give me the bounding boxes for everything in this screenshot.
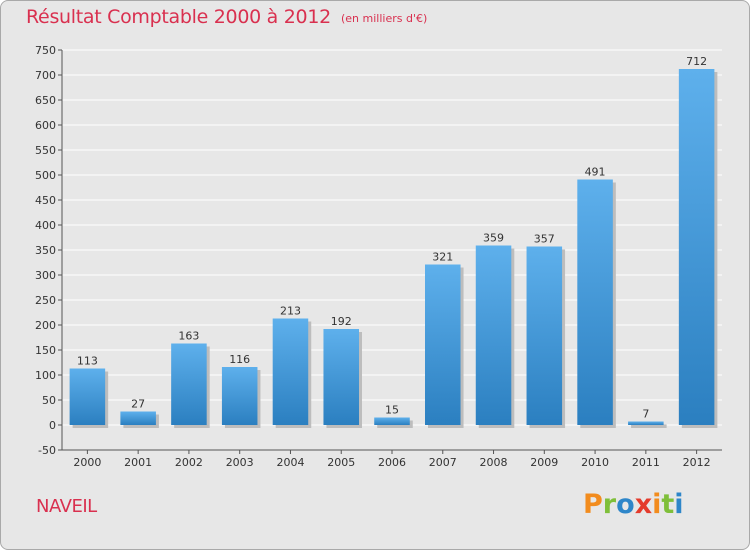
bar [171,343,207,425]
x-tick-label: 2004 [276,456,304,469]
x-tick-label: 2009 [530,456,558,469]
y-tick-label: 550 [35,144,56,157]
data-label: 192 [331,315,352,328]
y-tick-label: 700 [35,69,56,82]
data-label: 321 [432,251,453,264]
y-tick-label: 50 [42,394,56,407]
x-tick-label: 2006 [378,456,406,469]
y-tick-label: 0 [49,419,56,432]
data-label: 213 [280,305,301,318]
x-tick-label: 2001 [124,456,152,469]
data-label: 163 [178,330,199,343]
y-tick-label: 600 [35,119,56,132]
data-label: 15 [385,404,399,417]
y-tick-label: 450 [35,194,56,207]
x-tick-label: 2005 [327,456,355,469]
bar [272,318,309,425]
y-tick-label: 250 [35,294,56,307]
page-title: Résultat Comptable 2000 à 2012 [26,6,331,28]
x-tick-label: 2012 [683,456,711,469]
logo-letter: o [616,489,635,520]
y-tick-label: 750 [35,44,56,57]
data-label: 113 [77,355,98,368]
y-tick-label: 400 [35,219,56,232]
proxiti-logo[interactable]: Proxiti [583,489,684,520]
y-tick-label: 300 [35,269,56,282]
bar-shadow [631,424,667,428]
logo-letter: i [652,489,662,520]
data-label: 116 [229,353,250,366]
data-label: 359 [483,232,504,245]
bar [475,245,512,425]
logo-letter: x [634,489,653,520]
bar [425,264,461,425]
y-tick-label: 500 [35,169,56,182]
y-tick-label: 350 [35,244,56,257]
logo-letter: P [583,489,603,520]
x-tick-label: 2008 [480,456,508,469]
data-label: 491 [585,166,606,179]
bar [374,417,410,425]
data-label: 27 [131,398,145,411]
x-tick-label: 2002 [175,456,203,469]
x-tick-label: 2010 [581,456,609,469]
y-tick-label: -50 [38,444,56,457]
data-label: 357 [534,233,555,246]
bar [526,246,563,425]
bars [69,69,718,428]
bar [221,367,258,425]
y-tick-label: 650 [35,94,56,107]
logo-letter: r [602,489,617,520]
data-labels: 113 27 163 116 213 192 15 321 359 357 491 7 712 [77,55,707,421]
x-tick-label: 2000 [73,456,101,469]
data-label: 7 [642,408,649,421]
bar [577,179,613,425]
logo-letter: t [661,489,675,520]
bar [69,368,106,425]
location-name: NAVEIL [36,496,97,517]
axes: -50 0 50 100 150 200 250 300 350 400 450 500 550 600 6… [35,44,722,469]
data-label: 712 [686,55,707,68]
y-tick-label: 100 [35,369,56,382]
y-tick-label: 150 [35,344,56,357]
x-tick-label: 2011 [632,456,660,469]
unit-label: (en milliers d'€) [341,12,428,25]
grid-lines [62,49,722,451]
x-tick-label: 2003 [226,456,254,469]
logo-letter: i [674,489,684,520]
bar [678,69,715,425]
x-tick-label: 2007 [429,456,457,469]
bar [120,411,156,425]
bar [323,329,359,425]
y-tick-label: 200 [35,319,56,332]
bar [628,421,664,425]
